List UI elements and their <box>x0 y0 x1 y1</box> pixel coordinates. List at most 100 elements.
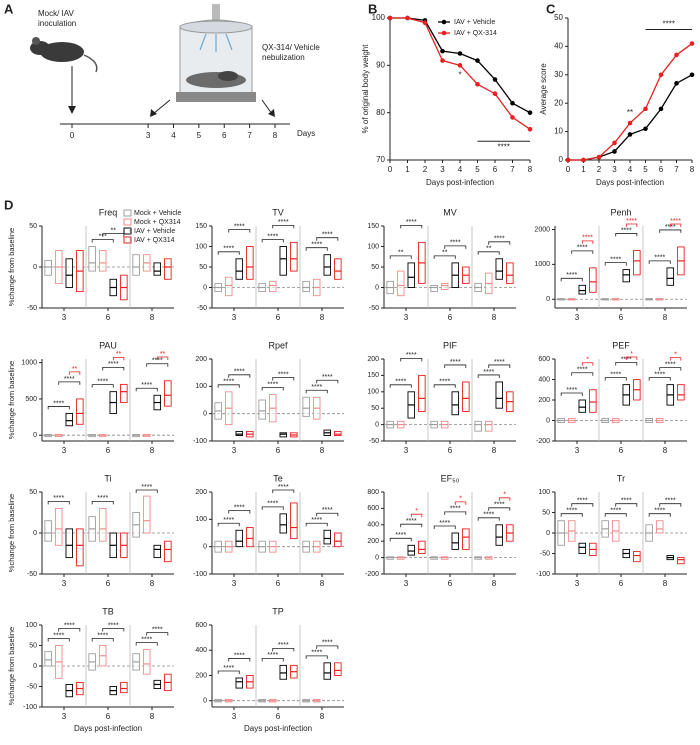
y-tick-label: 0 <box>203 698 207 705</box>
x-tick-label: 8 <box>492 579 497 588</box>
x-tick-label: 3 <box>404 579 409 588</box>
box <box>495 381 504 409</box>
significance-label: * <box>415 508 418 515</box>
box <box>132 254 140 276</box>
significance-bracket <box>261 387 284 391</box>
y-tick-label: 30 <box>554 70 563 79</box>
significance-bracket <box>217 384 240 388</box>
box <box>224 276 233 297</box>
x-tick-label: 8 <box>150 313 155 322</box>
significance-label: * <box>674 351 677 358</box>
significance-label: **** <box>450 359 461 366</box>
significance-bracket <box>47 406 70 410</box>
x-tick-label: 7 <box>674 165 679 174</box>
significance-bracket <box>669 357 682 361</box>
significance-bracket <box>444 245 467 249</box>
significance-label: **** <box>53 632 64 639</box>
x-tick-label: 6 <box>448 579 453 588</box>
box <box>323 254 332 276</box>
point <box>627 132 633 137</box>
significance-label: **** <box>665 498 676 505</box>
x-tick-label: 3 <box>440 165 445 174</box>
significance-label: **** <box>267 501 278 508</box>
significance-label: ** <box>111 227 117 234</box>
arrow-head <box>268 109 275 117</box>
significance-bracket <box>659 503 682 507</box>
y-tick-label: 0 <box>375 421 379 428</box>
significance-bracket <box>433 384 456 388</box>
y-tick-label: 800 <box>367 489 379 496</box>
significance-bracket <box>433 525 456 529</box>
y-tick-label: 0 <box>546 417 550 424</box>
y-tick-label: 200 <box>367 356 379 363</box>
y-tick-label: 150 <box>367 372 379 379</box>
box <box>44 259 52 276</box>
x-tick-label: 2 <box>597 165 602 174</box>
y-tick-label: 400 <box>538 376 550 383</box>
significance-label: **** <box>278 219 289 226</box>
point <box>475 58 480 63</box>
point <box>674 81 679 86</box>
significance-bracket <box>146 632 169 636</box>
annotation: **** <box>663 20 675 29</box>
significance-label: **** <box>234 369 245 376</box>
panel-title: Tr <box>617 473 625 483</box>
legend-swatch <box>123 227 132 235</box>
significance-bracket <box>91 501 114 505</box>
box <box>655 520 664 534</box>
significance-bracket <box>571 250 594 254</box>
x-tick-label: 6 <box>448 446 453 455</box>
significance-label: **** <box>395 532 406 539</box>
significance-label: **** <box>665 361 676 368</box>
box <box>153 544 162 559</box>
y-tick-label: 400 <box>195 647 207 654</box>
y-tick-label: 0 <box>546 296 550 303</box>
inoculation-label: inoculation <box>38 19 76 28</box>
y-axis-title: %change from baseline <box>7 361 16 439</box>
significance-label: **** <box>234 652 245 659</box>
mouse-icon <box>30 37 98 73</box>
box <box>235 529 244 548</box>
point <box>510 100 515 106</box>
significance-label: **** <box>610 508 621 515</box>
point <box>643 126 648 132</box>
box <box>418 374 426 412</box>
significance-bracket <box>305 655 328 659</box>
x-tick-label: 8 <box>663 579 668 588</box>
significance-bracket <box>615 233 638 237</box>
panel-label: B <box>368 1 377 16</box>
box <box>578 284 587 295</box>
y-tick-label: 50 <box>29 642 37 649</box>
box <box>622 269 631 283</box>
x-tick-label: 6 <box>448 313 453 322</box>
timeline-label: 6 <box>222 131 227 140</box>
x-tick-label: 3 <box>232 712 237 721</box>
box <box>164 258 172 280</box>
x-tick-label: 4 <box>628 165 633 174</box>
x-tick-label: 6 <box>659 165 664 174</box>
significance-bracket <box>625 356 638 360</box>
significance-bracket <box>261 657 284 662</box>
y-tick-label: 0 <box>375 284 379 291</box>
significance-bracket <box>91 239 114 243</box>
x-axis-title: Days post-infection <box>426 178 494 187</box>
box <box>323 529 332 545</box>
box <box>246 246 254 280</box>
x-tick-label: 2 <box>423 165 428 174</box>
significance-bracket <box>581 240 594 244</box>
significance-label: **** <box>53 400 64 407</box>
y-tick-label: 0 <box>203 544 207 551</box>
significance-label: ** <box>116 351 122 358</box>
x-tick-label: 8 <box>663 313 668 322</box>
significance-bracket <box>47 501 70 505</box>
significance-bracket <box>272 377 295 381</box>
significance-bracket <box>261 506 284 510</box>
significance-bracket <box>228 229 251 233</box>
significance-label: * <box>459 496 462 503</box>
significance-bracket <box>305 389 328 394</box>
significance-bracket <box>228 658 251 662</box>
x-tick-label: 3 <box>404 446 409 455</box>
significance-bracket <box>91 384 114 388</box>
box <box>65 258 74 288</box>
